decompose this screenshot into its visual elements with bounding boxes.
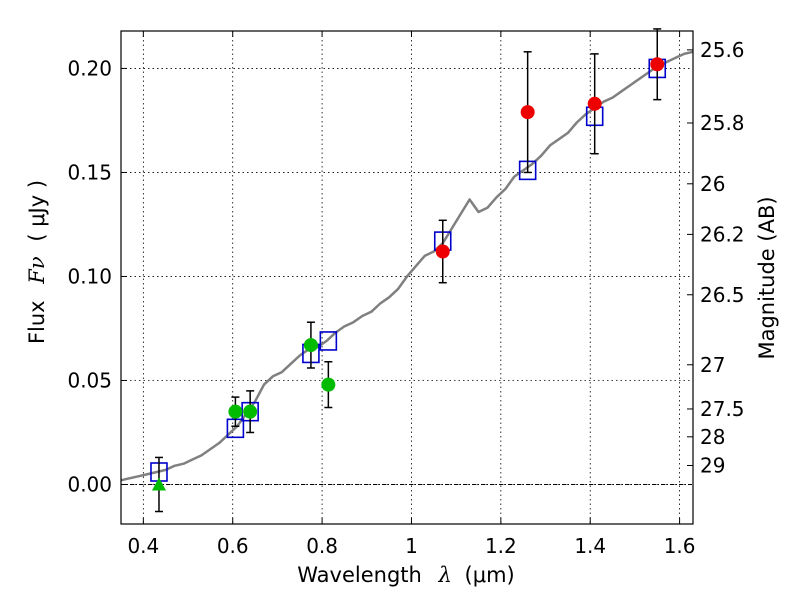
x-tick-label: 1.6 — [664, 534, 696, 558]
mag-tick-label: 29 — [700, 454, 725, 478]
y-tick-label: 0.20 — [67, 56, 112, 80]
model-photometry-square — [319, 331, 338, 351]
ticks-layer: 0.4 0.6 0.8 1 1.2 1.4 1.6 0.00 0.05 0.10 0.15 0.20 2… — [67, 31, 745, 558]
markers-layer — [150, 28, 667, 513]
x-tick-label: 1.2 — [485, 534, 517, 558]
observed-nir-point — [587, 96, 602, 111]
observed-optical-point — [243, 404, 258, 419]
observed-nir-point — [520, 105, 535, 120]
mag-tick-label: 28 — [700, 425, 725, 449]
mag-tick-label: 27 — [700, 353, 725, 377]
y-axis-symbol: Fν — [25, 256, 49, 285]
y2-axis-label: Magnitude (AB) — [755, 196, 779, 359]
y-axis-unit: ( μJy ) — [25, 180, 49, 242]
x-axis-unit: (μm) — [465, 563, 515, 587]
gridlines — [121, 31, 693, 524]
observed-nir-point — [650, 57, 665, 72]
mag-tick-label: 27.5 — [700, 397, 745, 421]
mag-tick-label: 26.2 — [700, 222, 745, 246]
x-tick-label: 1 — [405, 534, 418, 558]
observed-uplimit-triangle — [151, 477, 166, 491]
y-tick-label: 0.00 — [67, 472, 112, 496]
model-spectrum-line — [120, 50, 694, 482]
x-tick-label: 0.8 — [306, 534, 338, 558]
y-axis-label-text: Flux — [25, 300, 49, 344]
plot-frame — [120, 30, 694, 525]
x-axis-symbol: λ — [438, 563, 452, 587]
mag-tick-label: 26.5 — [700, 283, 745, 307]
mag-tick-label: 25.8 — [700, 111, 745, 135]
mag-tick-label: 26 — [700, 172, 725, 196]
y-tick-label: 0.15 — [67, 160, 112, 184]
x-axis-label: Wavelength λ (μm) — [297, 563, 514, 587]
y-tick-label: 0.10 — [67, 264, 112, 288]
x-tick-label: 0.4 — [127, 534, 159, 558]
model-spectrum-layer — [120, 50, 694, 482]
observed-nir-point — [435, 244, 450, 259]
mag-tick-label: 25.6 — [700, 38, 745, 62]
observed-optical-point — [228, 404, 243, 419]
y-axis-label: Flux Fν ( μJy ) — [25, 180, 49, 344]
observed-optical-point — [321, 377, 336, 392]
x-tick-label: 1.4 — [574, 534, 606, 558]
observed-optical-point — [303, 338, 318, 353]
y-tick-label: 0.05 — [67, 368, 112, 392]
x-axis-label-text: Wavelength — [297, 563, 422, 587]
x-tick-label: 0.6 — [217, 534, 249, 558]
